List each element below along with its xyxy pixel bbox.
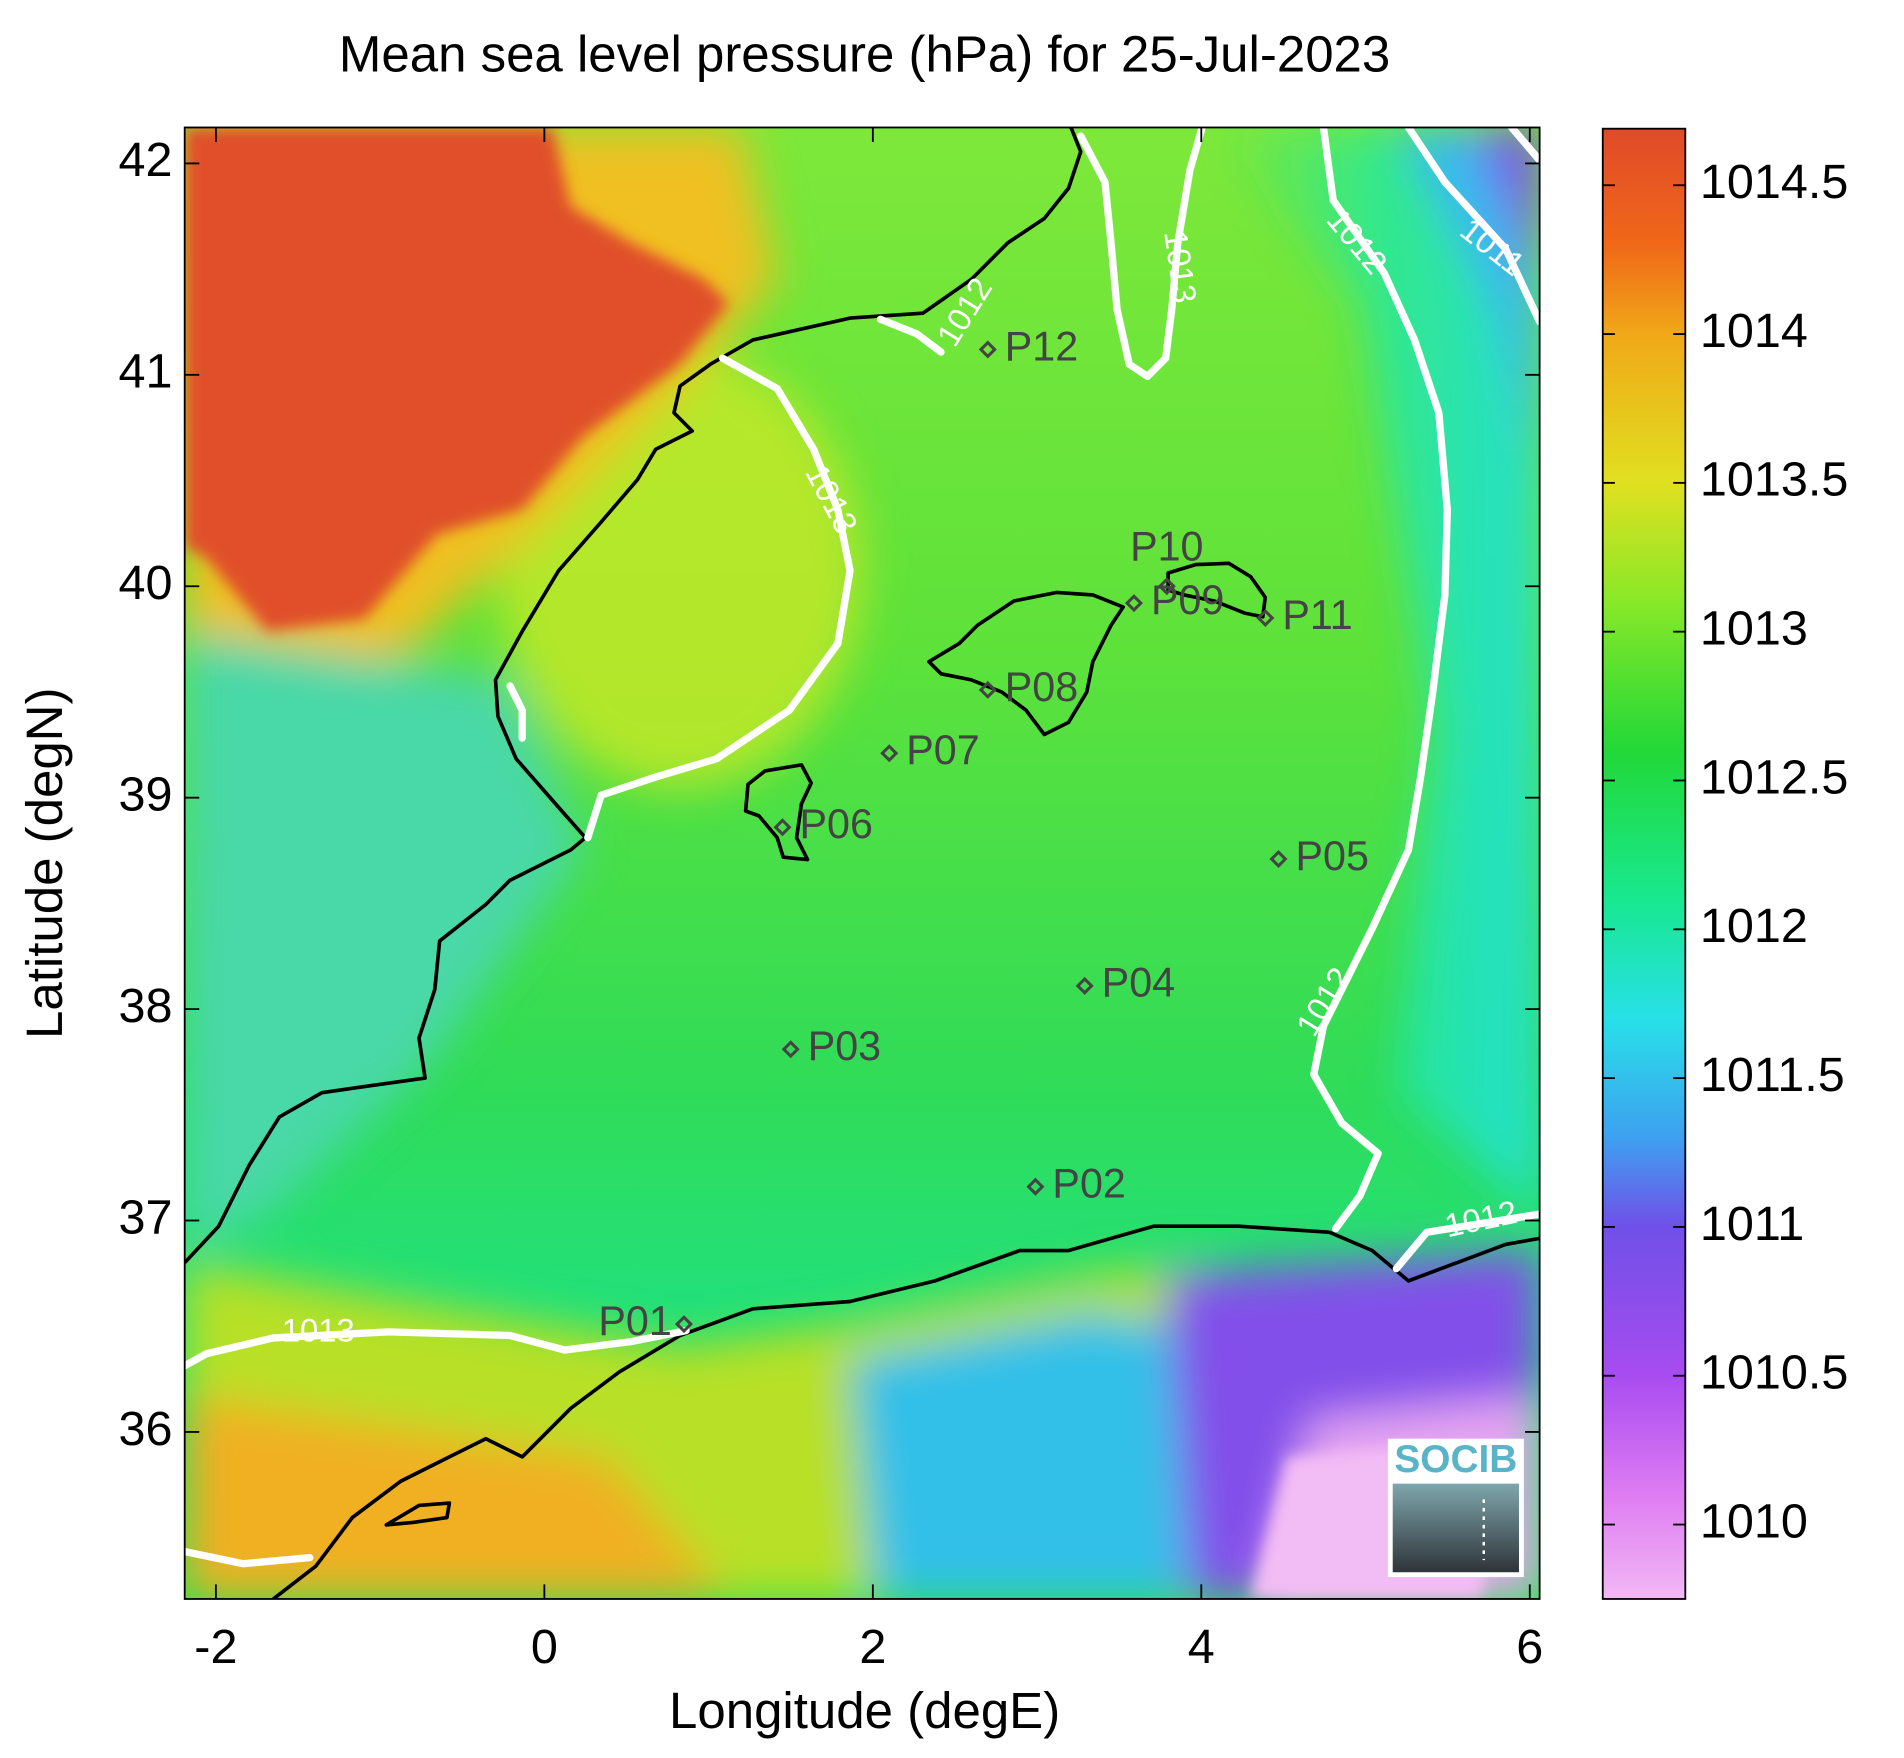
logo: SOCIB [1387, 1438, 1524, 1578]
station-label: P08 [1005, 664, 1078, 710]
isobar [1077, 127, 1206, 381]
colorbar: 1010 1010.5 1011 1011.5 1012 1012.5 1013 1013.5… [1601, 127, 1848, 1600]
coast-menorca [1166, 561, 1268, 619]
isobar [1508, 127, 1540, 164]
logo-image [1392, 1483, 1519, 1573]
y-tick-label: 38 [119, 979, 173, 1033]
y-tick-label: 39 [119, 768, 173, 822]
y-axis-label: Latitude (degN) [16, 687, 73, 1038]
colorbar-tick-label: 1011 [1700, 1197, 1804, 1251]
station: P11 [1256, 592, 1353, 638]
station-label: P12 [1005, 323, 1078, 369]
station-label: P02 [1052, 1161, 1125, 1207]
station: P02 [1026, 1161, 1126, 1207]
y-tick-label: 40 [119, 556, 173, 610]
station-marker [978, 340, 997, 359]
station-label: P11 [1282, 592, 1352, 638]
x-tick-label: -2 [194, 1620, 237, 1674]
y-tick-label: 41 [119, 345, 173, 399]
colorbar-tick-label: 1012 [1700, 899, 1808, 953]
station: P08 [978, 664, 1078, 710]
station-marker [1124, 594, 1143, 613]
station: P06 [773, 801, 873, 847]
colorbar-ramp [1601, 127, 1687, 1600]
x-tick-label: 0 [531, 1620, 558, 1674]
logo-text: SOCIB [1394, 1438, 1517, 1481]
station-label: P10 [1130, 524, 1203, 570]
x-tick-label: 4 [1188, 1620, 1215, 1674]
station-marker [1269, 849, 1288, 869]
isobar [1392, 1210, 1540, 1273]
colorbar-tick-label: 1010 [1700, 1494, 1808, 1548]
coastlines [184, 127, 1540, 1599]
colorbar-tick-label: 1013 [1700, 602, 1808, 656]
station-label: P06 [800, 801, 873, 847]
map-frame [183, 126, 1541, 1600]
y-tick-label: 42 [119, 133, 173, 187]
colorbar-tick-label: 1013.5 [1700, 453, 1848, 507]
station-marker [1157, 577, 1176, 596]
station-marker [773, 818, 792, 837]
station-marker [1026, 1177, 1045, 1196]
coast-iberia [184, 127, 1083, 1264]
isobar [584, 354, 854, 842]
colorbar-tick-label: 1012.5 [1700, 750, 1848, 804]
axes: -2 0 2 4 6 36 37 38 39 40 41 42 [119, 127, 1543, 1674]
title: Mean sea level pressure (hPa) for 25-Jul… [339, 26, 1390, 83]
coast-africa [272, 1224, 1540, 1599]
x-tick-label: 2 [859, 1620, 886, 1674]
station-marker [1256, 608, 1275, 627]
station-label: P07 [906, 727, 979, 773]
x-tick-label: 6 [1516, 1620, 1543, 1674]
pressure-field [184, 127, 1540, 1599]
station-marker [1075, 976, 1094, 995]
station-marker [978, 680, 997, 699]
station-label: P03 [808, 1023, 881, 1069]
station: P03 [781, 1023, 881, 1069]
isobars [184, 127, 1540, 1568]
isobar [876, 315, 945, 356]
y-tick-label: 37 [119, 1190, 173, 1244]
colorbar-tick-label: 1014.5 [1700, 155, 1848, 209]
station: P07 [880, 727, 980, 773]
station-label: P05 [1295, 833, 1368, 879]
coast-alboran [384, 1501, 452, 1527]
station-marker [674, 1315, 693, 1334]
isobar [184, 1547, 314, 1568]
station: P12 [978, 323, 1078, 369]
isobar [1310, 127, 1451, 1233]
isobar [506, 682, 526, 742]
station: P10 [1130, 524, 1204, 596]
station-label: P01 [598, 1298, 671, 1344]
station-marker [880, 744, 899, 763]
coast-ibiza [743, 763, 813, 862]
y-tick-label: 36 [119, 1402, 173, 1456]
colorbar-tick-label: 1010.5 [1700, 1346, 1848, 1400]
isobar [1404, 127, 1540, 326]
station: P01 [598, 1298, 693, 1344]
station-label: P04 [1102, 960, 1175, 1006]
colorbar-tick-label: 1011.5 [1700, 1048, 1845, 1102]
station: P04 [1075, 960, 1175, 1006]
colorbar-tick-label: 1014 [1700, 304, 1808, 358]
contour-label: 1013 [282, 1312, 355, 1349]
station: P05 [1269, 833, 1369, 879]
station-marker [781, 1040, 800, 1059]
x-axis-label: Longitude (degE) [669, 1682, 1060, 1739]
isobar [184, 1326, 690, 1370]
